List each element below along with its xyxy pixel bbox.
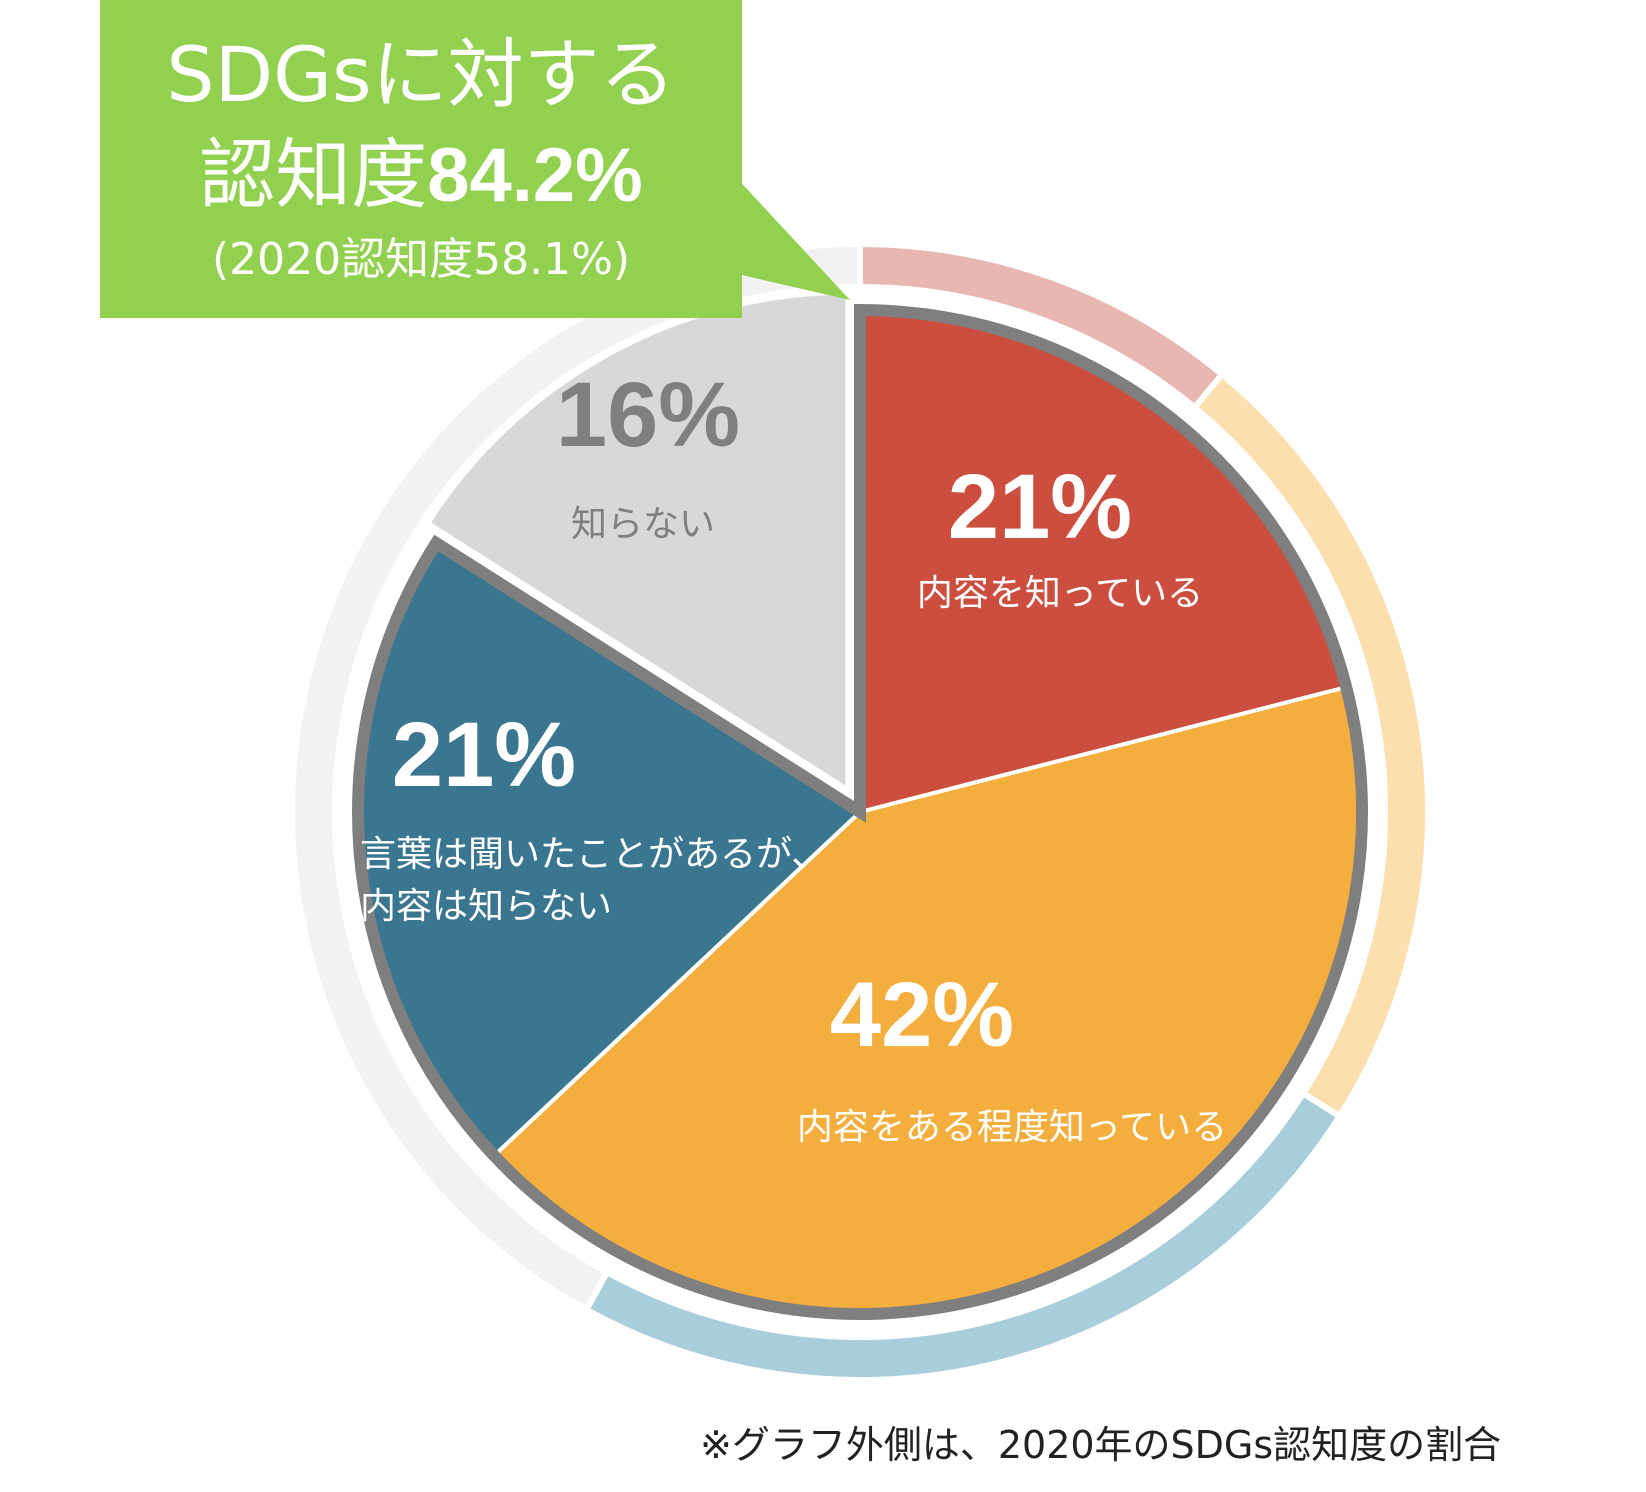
label-text-heard-word-line2: 内容は知らない <box>360 886 612 927</box>
outer-ring-segment <box>289 240 863 1314</box>
label-pct-dont-know: 16% <box>556 364 740 466</box>
label-pct-know-content: 21% <box>948 456 1132 558</box>
label-text-heard-word-line1: 言葉は聞いたことがあるが、 <box>360 834 827 875</box>
slice-dont-know <box>420 286 854 800</box>
label-pct-know-somewhat: 42% <box>830 964 1014 1066</box>
label-text-know-somewhat: 内容をある程度知っている <box>797 1107 1227 1148</box>
label-text-dont-know: 知らない <box>571 504 715 545</box>
label-text-know-content: 内容を知っている <box>917 573 1203 614</box>
callout-awareness-label: 認知度 <box>199 130 428 219</box>
slice-labels: 21% 内容を知っている 42% 内容をある程度知っている 21% 言葉は聞いた… <box>360 364 1227 1148</box>
aware-slices-outline <box>352 303 1368 1320</box>
callout-awareness-rate: 認知度84.2% <box>100 130 742 221</box>
callout-title: SDGsに対する <box>166 30 676 119</box>
callout-awareness-value: 84.2% <box>427 133 643 218</box>
outer-ring-2020 <box>289 240 1431 1383</box>
label-pct-heard-word: 21% <box>392 704 576 806</box>
footnote: ※グラフ外側は、2020年のSDGs認知度の割合 <box>700 1423 1502 1467</box>
awareness-callout: SDGsに対する 認知度84.2% (2020認知度58.1%) <box>100 0 742 318</box>
callout-pointer <box>720 160 850 300</box>
callout-2020-comparison: (2020認知度58.1%) <box>211 234 631 285</box>
inner-pie-current <box>352 286 1368 1320</box>
